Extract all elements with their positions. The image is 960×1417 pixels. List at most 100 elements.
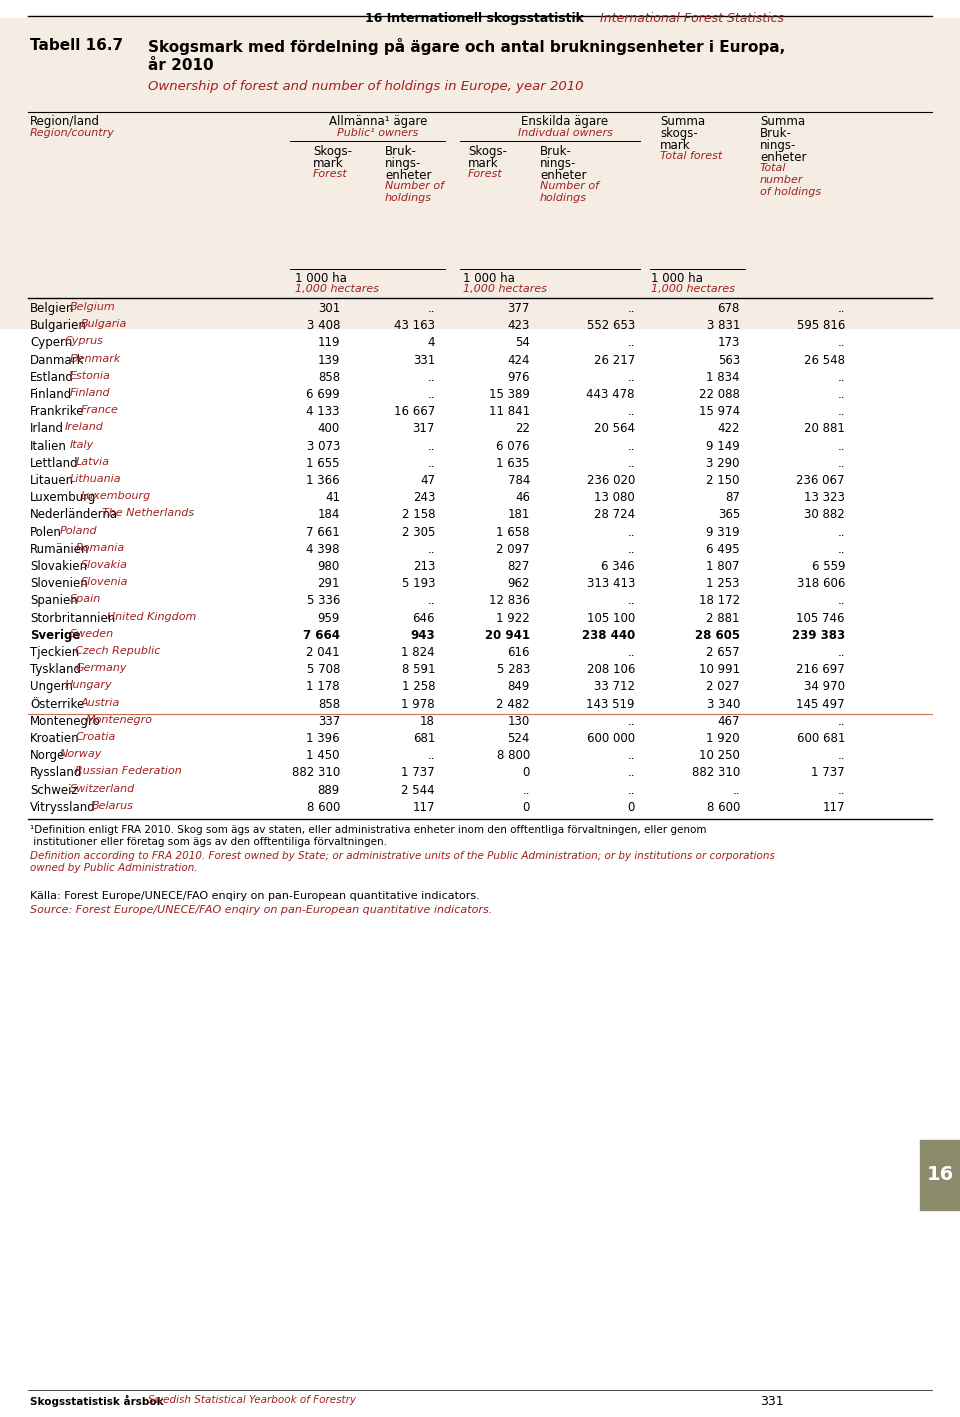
Text: Region/land: Region/land — [30, 115, 100, 128]
Text: 30 882: 30 882 — [804, 509, 845, 521]
Text: Belgien: Belgien — [30, 302, 74, 315]
Text: ..: .. — [628, 543, 635, 555]
Text: Slovenia: Slovenia — [81, 577, 129, 587]
Text: 26 548: 26 548 — [804, 354, 845, 367]
Text: 424: 424 — [508, 354, 530, 367]
Text: Czech Republic: Czech Republic — [76, 646, 160, 656]
Text: Ownership of forest and number of holdings in Europe, year 2010: Ownership of forest and number of holdin… — [148, 79, 584, 94]
Text: 54: 54 — [516, 336, 530, 350]
Text: ..: .. — [837, 594, 845, 608]
Text: holdings: holdings — [540, 193, 587, 203]
Text: 1 807: 1 807 — [707, 560, 740, 572]
Text: ..: .. — [837, 302, 845, 315]
Text: institutioner eller företag som ägs av den offtentiliga förvaltningen.: institutioner eller företag som ägs av d… — [30, 837, 387, 847]
Text: 1,000 hectares: 1,000 hectares — [651, 283, 735, 293]
Text: ..: .. — [837, 543, 845, 555]
Text: 117: 117 — [823, 801, 845, 813]
Text: Vitryssland: Vitryssland — [30, 801, 96, 813]
Text: Swedish Statistical Yearbook of Forestry: Swedish Statistical Yearbook of Forestry — [148, 1394, 356, 1406]
Text: Spain: Spain — [70, 594, 102, 605]
Text: 1 658: 1 658 — [496, 526, 530, 538]
Text: 216 697: 216 697 — [796, 663, 845, 676]
Text: ..: .. — [427, 302, 435, 315]
Text: 1 635: 1 635 — [496, 456, 530, 470]
Text: Total: Total — [760, 163, 786, 173]
Text: Ryssland: Ryssland — [30, 767, 83, 779]
Text: Enskilda ägare: Enskilda ägare — [521, 115, 609, 128]
Text: 1 922: 1 922 — [496, 612, 530, 625]
Text: Summa: Summa — [660, 115, 706, 128]
Text: 20 941: 20 941 — [485, 629, 530, 642]
Text: 467: 467 — [717, 714, 740, 728]
Text: Montenegro: Montenegro — [30, 714, 101, 728]
Text: Skogsmark med fördelning på ägare och antal brukningsenheter i Europa,: Skogsmark med fördelning på ägare och an… — [148, 38, 785, 55]
Text: 2 881: 2 881 — [707, 612, 740, 625]
Text: ..: .. — [427, 456, 435, 470]
Text: ..: .. — [427, 439, 435, 452]
Text: 600 681: 600 681 — [797, 733, 845, 745]
Text: of holdings: of holdings — [760, 187, 821, 197]
Text: Källa: Forest Europe/UNECE/FAO enqiry on pan-European quantitative indicators.: Källa: Forest Europe/UNECE/FAO enqiry on… — [30, 891, 480, 901]
Text: number: number — [760, 176, 804, 186]
Text: ..: .. — [427, 371, 435, 384]
Text: ..: .. — [427, 543, 435, 555]
Text: 882 310: 882 310 — [292, 767, 340, 779]
Text: Russian Federation: Russian Federation — [76, 767, 182, 777]
Text: Slovakien: Slovakien — [30, 560, 87, 572]
Text: Switzerland: Switzerland — [70, 784, 135, 794]
Text: 3 831: 3 831 — [707, 319, 740, 332]
Text: Indivdual owners: Indivdual owners — [517, 128, 612, 137]
Text: Cypern: Cypern — [30, 336, 72, 350]
Text: 943: 943 — [410, 629, 435, 642]
Text: 47: 47 — [420, 475, 435, 487]
Text: 8 600: 8 600 — [306, 801, 340, 813]
Text: 976: 976 — [508, 371, 530, 384]
Text: 13 080: 13 080 — [594, 492, 635, 504]
Text: Tyskland: Tyskland — [30, 663, 81, 676]
Text: 33 712: 33 712 — [594, 680, 635, 693]
Text: 646: 646 — [413, 612, 435, 625]
Text: Public¹ owners: Public¹ owners — [337, 128, 419, 137]
Text: 28 724: 28 724 — [594, 509, 635, 521]
Text: nings-: nings- — [385, 157, 421, 170]
Text: 238 440: 238 440 — [582, 629, 635, 642]
Text: 6 699: 6 699 — [306, 388, 340, 401]
Text: 6 559: 6 559 — [811, 560, 845, 572]
Text: 1 737: 1 737 — [811, 767, 845, 779]
Text: Forest: Forest — [313, 169, 348, 179]
Text: Region/country: Region/country — [30, 128, 115, 137]
Text: Lettland: Lettland — [30, 456, 79, 470]
Text: Rumänien: Rumänien — [30, 543, 89, 555]
Text: enheter: enheter — [540, 169, 587, 181]
Text: Germany: Germany — [76, 663, 127, 673]
Text: 5 193: 5 193 — [401, 577, 435, 591]
Text: 443 478: 443 478 — [587, 388, 635, 401]
Text: Hungary: Hungary — [64, 680, 112, 690]
Text: 5 336: 5 336 — [306, 594, 340, 608]
Text: Slovenien: Slovenien — [30, 577, 87, 591]
Text: ..: .. — [837, 371, 845, 384]
Text: Belarus: Belarus — [91, 801, 133, 811]
Text: 41: 41 — [325, 492, 340, 504]
Text: Belgium: Belgium — [70, 302, 116, 312]
Text: 1 737: 1 737 — [401, 767, 435, 779]
Text: Definition according to FRA 2010. Forest owned by State; or administrative units: Definition according to FRA 2010. Forest… — [30, 852, 775, 862]
Text: 1 920: 1 920 — [707, 733, 740, 745]
Text: 6 346: 6 346 — [601, 560, 635, 572]
Text: ..: .. — [628, 767, 635, 779]
Text: 105 100: 105 100 — [587, 612, 635, 625]
Text: 10 991: 10 991 — [699, 663, 740, 676]
Text: 13 323: 13 323 — [804, 492, 845, 504]
Text: 889: 889 — [318, 784, 340, 796]
Text: 130: 130 — [508, 714, 530, 728]
Text: 3 340: 3 340 — [707, 697, 740, 710]
Text: 46: 46 — [515, 492, 530, 504]
Text: 18: 18 — [420, 714, 435, 728]
Text: 0: 0 — [522, 767, 530, 779]
Text: 7 664: 7 664 — [303, 629, 340, 642]
Text: ..: .. — [628, 646, 635, 659]
Text: 882 310: 882 310 — [692, 767, 740, 779]
Text: 980: 980 — [318, 560, 340, 572]
Text: 12 836: 12 836 — [489, 594, 530, 608]
Text: France: France — [81, 405, 119, 415]
